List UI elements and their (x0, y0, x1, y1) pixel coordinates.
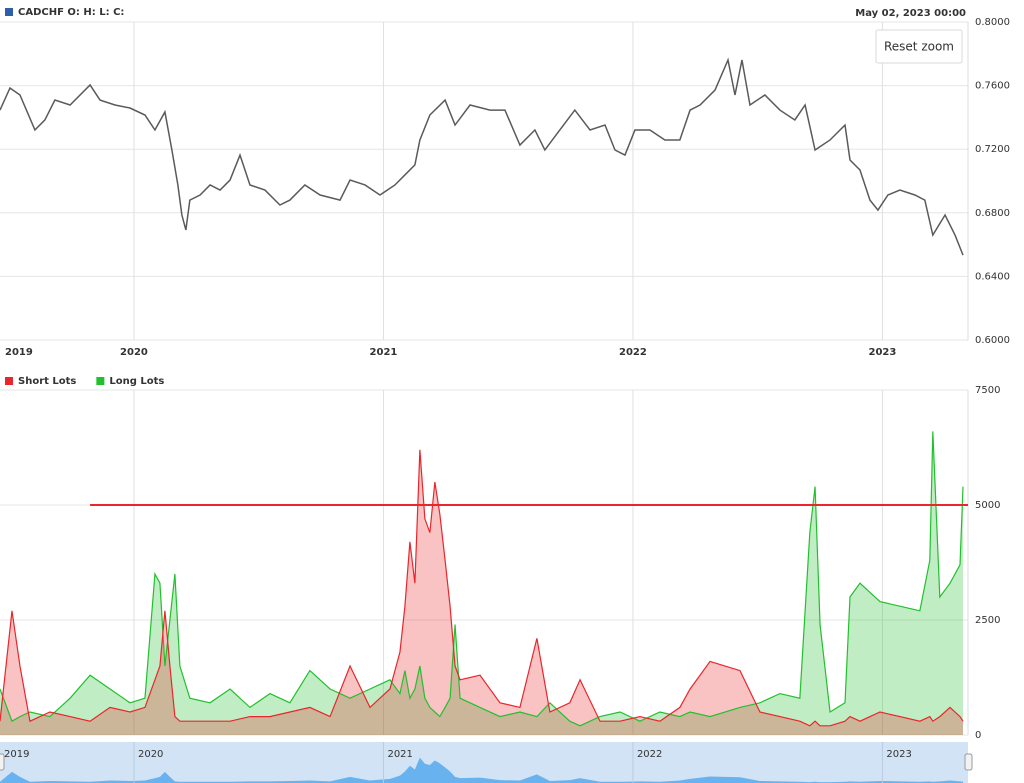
navigator-tick-label: 2020 (138, 749, 163, 760)
button-box (875, 29, 963, 64)
y-tick-label: 0.7200 (975, 144, 1010, 155)
reset-zoom-button[interactable]: Reset zoom (875, 29, 963, 64)
legend-label: CADCHF O: H: L: C: (18, 7, 124, 18)
navigator-tick-label: 2021 (387, 749, 412, 760)
x-tick-label: 2023 (869, 347, 897, 358)
price-line (0, 57, 964, 256)
date-label: May 02, 2023 00:00 (855, 8, 966, 19)
y-tick-label: 0.8000 (975, 17, 1010, 28)
x-tick-label: 2020 (120, 347, 148, 358)
y-tick-label: 2500 (975, 615, 1000, 626)
navigator-tick-label: 2022 (637, 749, 662, 760)
area-line (0, 449, 964, 727)
y-tick-label: 5000 (975, 500, 1000, 511)
legend-symbol (5, 377, 13, 385)
navigator-tick-label: 2023 (886, 749, 911, 760)
legend-label: Long Lots (109, 376, 164, 387)
navigator-handle[interactable] (0, 753, 5, 771)
area-line (0, 431, 964, 727)
x-tick-label: 2022 (619, 347, 647, 358)
navigator-tick-label: 2019 (4, 749, 29, 760)
legend-label: Short Lots (18, 376, 76, 387)
y-tick-label: 0.7600 (975, 81, 1010, 92)
x-tick-label: 2019 (5, 347, 33, 358)
legend-symbol (5, 8, 13, 16)
button-label: Reset zoom (884, 40, 954, 54)
area-fill (0, 431, 964, 735)
x-tick-label: 2021 (370, 347, 398, 358)
navigator-handle[interactable] (964, 753, 973, 771)
y-tick-label: 0.6400 (975, 271, 1010, 282)
y-tick-label: 0 (975, 730, 981, 741)
y-tick-label: 7500 (975, 385, 1000, 396)
navigator-area (0, 757, 964, 783)
y-tick-label: 0.6800 (975, 208, 1010, 219)
y-tick-label: 0.6000 (975, 335, 1010, 346)
legend-symbol (96, 377, 105, 385)
